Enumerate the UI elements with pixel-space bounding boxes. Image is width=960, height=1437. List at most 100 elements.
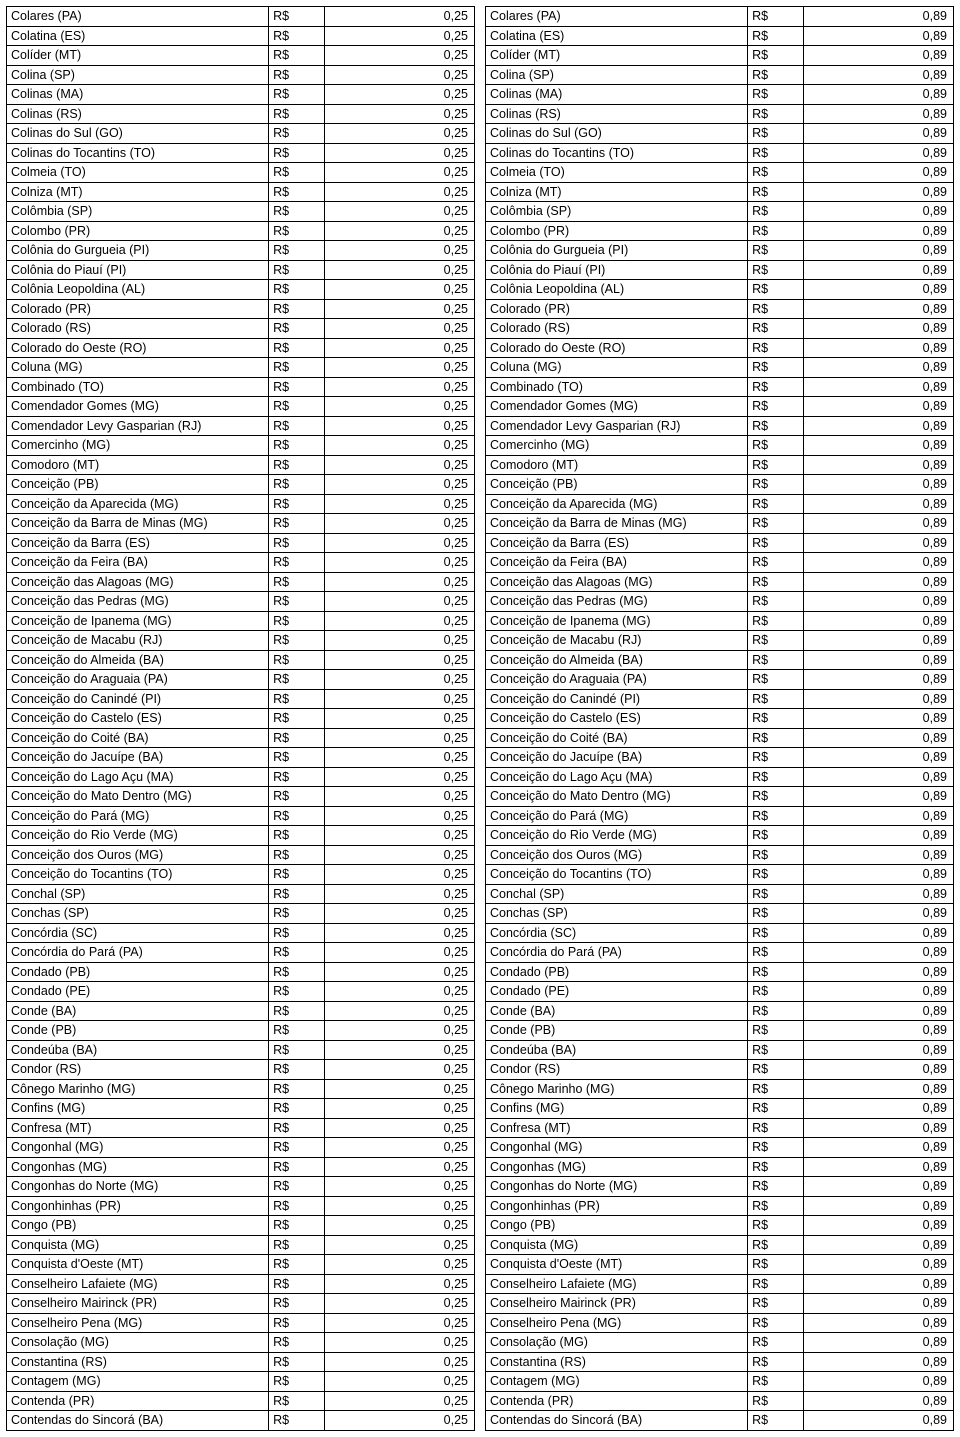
table-row: Colombo (PR)R$0,89 bbox=[486, 221, 954, 241]
currency-cell: R$ bbox=[748, 26, 804, 46]
table-row: Conceição do Mato Dentro (MG)R$0,25 bbox=[7, 787, 475, 807]
city-name-cell: Conquista d'Oeste (MT) bbox=[7, 1255, 269, 1275]
table-row: Conceição da Aparecida (MG)R$0,89 bbox=[486, 494, 954, 514]
city-name-cell: Coluna (MG) bbox=[7, 358, 269, 378]
value-cell: 0,25 bbox=[325, 709, 475, 729]
price-table-left: Colares (PA)R$0,25Colatina (ES)R$0,25Col… bbox=[6, 6, 475, 1431]
value-cell: 0,25 bbox=[325, 455, 475, 475]
city-name-cell: Conceição do Mato Dentro (MG) bbox=[7, 787, 269, 807]
value-cell: 0,89 bbox=[804, 767, 954, 787]
city-name-cell: Comendador Gomes (MG) bbox=[7, 397, 269, 417]
currency-cell: R$ bbox=[269, 1391, 325, 1411]
table-row: Conselheiro Mairinck (PR)R$0,25 bbox=[7, 1294, 475, 1314]
value-cell: 0,25 bbox=[325, 475, 475, 495]
value-cell: 0,25 bbox=[325, 806, 475, 826]
value-cell: 0,89 bbox=[804, 1313, 954, 1333]
value-cell: 0,89 bbox=[804, 1352, 954, 1372]
currency-cell: R$ bbox=[748, 1001, 804, 1021]
value-cell: 0,25 bbox=[325, 514, 475, 534]
currency-cell: R$ bbox=[748, 1411, 804, 1431]
city-name-cell: Comercinho (MG) bbox=[7, 436, 269, 456]
currency-cell: R$ bbox=[269, 397, 325, 417]
currency-cell: R$ bbox=[748, 1255, 804, 1275]
currency-cell: R$ bbox=[269, 1196, 325, 1216]
value-cell: 0,25 bbox=[325, 592, 475, 612]
city-name-cell: Colinas do Sul (GO) bbox=[7, 124, 269, 144]
city-name-cell: Conde (PB) bbox=[486, 1021, 748, 1041]
table-row: Condeúba (BA)R$0,89 bbox=[486, 1040, 954, 1060]
value-cell: 0,89 bbox=[804, 943, 954, 963]
value-cell: 0,89 bbox=[804, 1294, 954, 1314]
value-cell: 0,89 bbox=[804, 709, 954, 729]
value-cell: 0,89 bbox=[804, 904, 954, 924]
table-row: Colinas do Sul (GO)R$0,89 bbox=[486, 124, 954, 144]
value-cell: 0,25 bbox=[325, 163, 475, 183]
city-name-cell: Colina (SP) bbox=[486, 65, 748, 85]
table-row: Colmeia (TO)R$0,89 bbox=[486, 163, 954, 183]
table-row: Contenda (PR)R$0,89 bbox=[486, 1391, 954, 1411]
table-row: Concórdia do Pará (PA)R$0,89 bbox=[486, 943, 954, 963]
currency-cell: R$ bbox=[269, 923, 325, 943]
value-cell: 0,89 bbox=[804, 436, 954, 456]
value-cell: 0,25 bbox=[325, 1313, 475, 1333]
city-name-cell: Comodoro (MT) bbox=[486, 455, 748, 475]
value-cell: 0,25 bbox=[325, 1177, 475, 1197]
value-cell: 0,25 bbox=[325, 1021, 475, 1041]
table-row: Comercinho (MG)R$0,25 bbox=[7, 436, 475, 456]
currency-cell: R$ bbox=[748, 416, 804, 436]
city-name-cell: Conceição de Macabu (RJ) bbox=[7, 631, 269, 651]
table-row: Congonhinhas (PR)R$0,25 bbox=[7, 1196, 475, 1216]
table-row: Conceição do Rio Verde (MG)R$0,89 bbox=[486, 826, 954, 846]
currency-cell: R$ bbox=[269, 65, 325, 85]
currency-cell: R$ bbox=[748, 1352, 804, 1372]
city-name-cell: Conceição do Rio Verde (MG) bbox=[7, 826, 269, 846]
table-row: Confins (MG)R$0,89 bbox=[486, 1099, 954, 1119]
city-name-cell: Colônia do Gurgueia (PI) bbox=[486, 241, 748, 261]
value-cell: 0,89 bbox=[804, 1391, 954, 1411]
value-cell: 0,89 bbox=[804, 241, 954, 261]
currency-cell: R$ bbox=[269, 1099, 325, 1119]
table-row: Congonhas do Norte (MG)R$0,89 bbox=[486, 1177, 954, 1197]
currency-cell: R$ bbox=[269, 299, 325, 319]
currency-cell: R$ bbox=[269, 26, 325, 46]
currency-cell: R$ bbox=[748, 358, 804, 378]
table-row: Cônego Marinho (MG)R$0,25 bbox=[7, 1079, 475, 1099]
currency-cell: R$ bbox=[748, 377, 804, 397]
city-name-cell: Conselheiro Lafaiete (MG) bbox=[7, 1274, 269, 1294]
table-row: Colinas (MA)R$0,89 bbox=[486, 85, 954, 105]
currency-cell: R$ bbox=[269, 865, 325, 885]
table-row: Comendador Gomes (MG)R$0,25 bbox=[7, 397, 475, 417]
table-row: Colatina (ES)R$0,89 bbox=[486, 26, 954, 46]
currency-cell: R$ bbox=[269, 943, 325, 963]
table-row: Contagem (MG)R$0,89 bbox=[486, 1372, 954, 1392]
table-row: Colniza (MT)R$0,25 bbox=[7, 182, 475, 202]
table-row: Colinas (MA)R$0,25 bbox=[7, 85, 475, 105]
value-cell: 0,25 bbox=[325, 299, 475, 319]
city-name-cell: Colônia do Gurgueia (PI) bbox=[7, 241, 269, 261]
value-cell: 0,89 bbox=[804, 670, 954, 690]
city-name-cell: Concórdia do Pará (PA) bbox=[7, 943, 269, 963]
table-row: Confins (MG)R$0,25 bbox=[7, 1099, 475, 1119]
table-row: Conceição das Alagoas (MG)R$0,25 bbox=[7, 572, 475, 592]
value-cell: 0,25 bbox=[325, 943, 475, 963]
currency-cell: R$ bbox=[269, 1157, 325, 1177]
city-name-cell: Congo (PB) bbox=[7, 1216, 269, 1236]
value-cell: 0,89 bbox=[804, 416, 954, 436]
value-cell: 0,25 bbox=[325, 1391, 475, 1411]
table-row: Conceição de Macabu (RJ)R$0,25 bbox=[7, 631, 475, 651]
table-row: Conceição do Araguaia (PA)R$0,25 bbox=[7, 670, 475, 690]
city-name-cell: Conselheiro Pena (MG) bbox=[7, 1313, 269, 1333]
city-name-cell: Colinas do Tocantins (TO) bbox=[486, 143, 748, 163]
value-cell: 0,89 bbox=[804, 748, 954, 768]
value-cell: 0,89 bbox=[804, 1255, 954, 1275]
city-name-cell: Confins (MG) bbox=[7, 1099, 269, 1119]
city-name-cell: Colorado (RS) bbox=[7, 319, 269, 339]
table-row: Conceição da Aparecida (MG)R$0,25 bbox=[7, 494, 475, 514]
value-cell: 0,25 bbox=[325, 572, 475, 592]
currency-cell: R$ bbox=[269, 709, 325, 729]
value-cell: 0,25 bbox=[325, 1001, 475, 1021]
table-row: Conceição do Tocantins (TO)R$0,89 bbox=[486, 865, 954, 885]
value-cell: 0,25 bbox=[325, 124, 475, 144]
city-name-cell: Colorado (PR) bbox=[7, 299, 269, 319]
table-row: Colina (SP)R$0,89 bbox=[486, 65, 954, 85]
